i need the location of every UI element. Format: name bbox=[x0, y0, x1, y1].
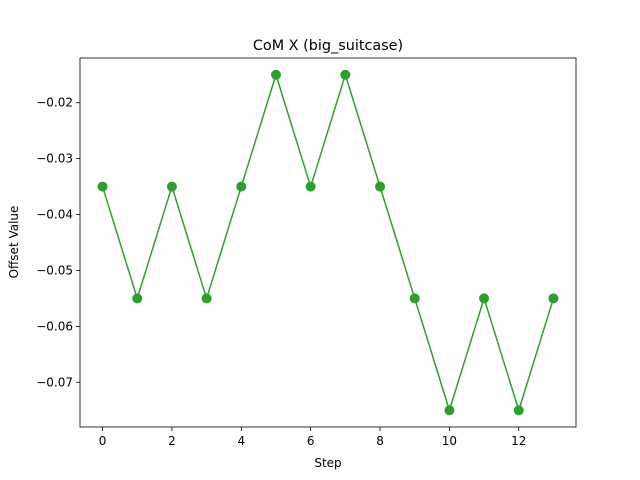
series-layer bbox=[97, 69, 559, 416]
y-axis-label: Offset Value bbox=[7, 206, 21, 279]
data-point bbox=[97, 181, 108, 192]
x-tick-label: 12 bbox=[511, 434, 526, 448]
data-point bbox=[340, 69, 351, 80]
y-tick-label: −0.05 bbox=[36, 263, 73, 277]
x-tick-label: 2 bbox=[168, 434, 176, 448]
x-axis: 0 2 4 6 8 10 12 bbox=[99, 427, 526, 448]
data-point bbox=[166, 181, 177, 192]
y-tick-label: −0.07 bbox=[36, 375, 73, 389]
data-point bbox=[270, 69, 281, 80]
x-axis-label: Step bbox=[314, 456, 341, 470]
data-point bbox=[444, 405, 455, 416]
x-tick-label: 10 bbox=[442, 434, 457, 448]
y-tick-label: −0.06 bbox=[36, 319, 73, 333]
data-point bbox=[513, 405, 524, 416]
data-point bbox=[375, 181, 386, 192]
data-point bbox=[409, 293, 420, 304]
data-point bbox=[548, 293, 559, 304]
data-point bbox=[201, 293, 212, 304]
y-tick-label: −0.04 bbox=[36, 208, 73, 222]
y-axis: −0.07 −0.06 −0.05 −0.04 −0.03 −0.02 bbox=[36, 96, 80, 389]
chart-title: CoM X (big_suitcase) bbox=[253, 38, 403, 54]
plot-area bbox=[79, 57, 577, 428]
data-point bbox=[305, 181, 316, 192]
x-tick-label: 8 bbox=[376, 434, 384, 448]
x-tick-label: 0 bbox=[99, 434, 107, 448]
data-point bbox=[479, 293, 490, 304]
y-tick-label: −0.03 bbox=[36, 152, 73, 166]
series-line bbox=[101, 74, 555, 411]
x-tick-label: 4 bbox=[237, 434, 245, 448]
y-tick-label: −0.02 bbox=[36, 96, 73, 110]
plot-frame bbox=[79, 57, 577, 428]
x-tick-label: 6 bbox=[307, 434, 315, 448]
data-point bbox=[236, 181, 247, 192]
data-point bbox=[132, 293, 143, 304]
